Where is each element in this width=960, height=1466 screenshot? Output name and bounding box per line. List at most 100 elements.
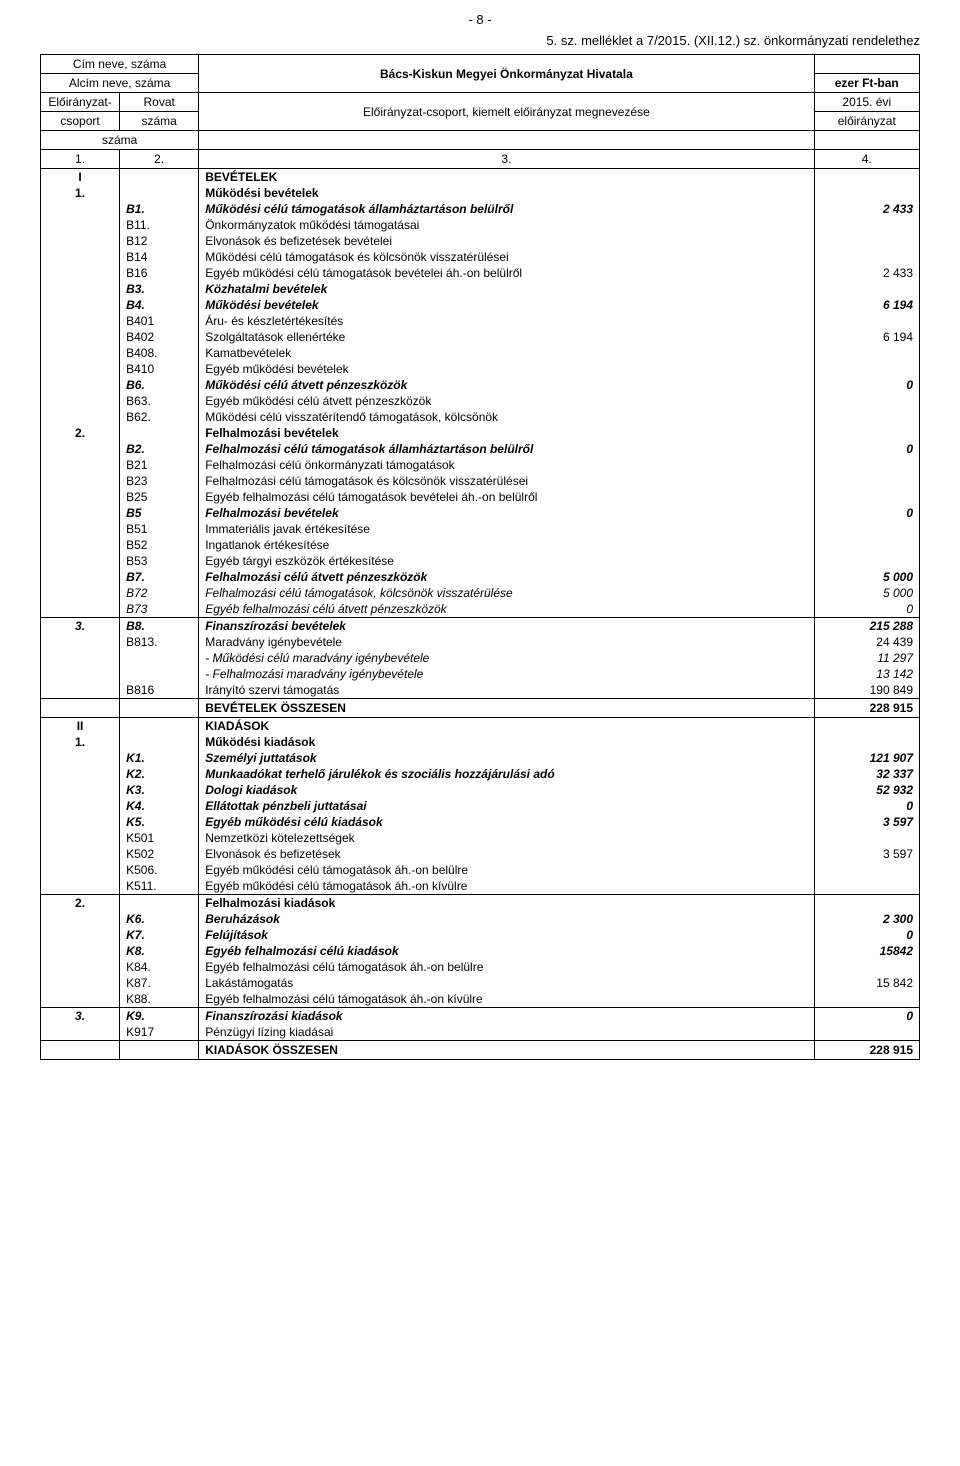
budget-table: Cím neve, száma Bács-Kiskun Megyei Önkor… [40,54,920,1060]
table-cell: K87. [120,975,198,991]
table-cell [120,895,198,911]
table-cell [815,361,919,377]
table-cell [41,537,119,553]
table-cell [41,666,119,682]
table-cell: K88. [120,991,198,1007]
table-cell [815,734,919,750]
colnum-3: 3. [199,150,814,169]
table-cell: 0 [815,377,919,393]
table-cell [41,766,119,782]
table-cell [41,393,119,409]
table-cell: B51 [120,521,198,537]
table-cell: 6 194 [815,297,919,313]
table-cell: 1. [41,185,119,201]
table-cell [41,329,119,345]
table-cell: Ingatlanok értékesítése [199,537,813,553]
table-cell: 15842 [815,943,919,959]
table-cell [815,409,919,425]
table-cell: 2. [41,895,119,911]
header-row-3: Előirányzat- Rovat Előirányzat-csoport, … [41,93,920,112]
table-cell [815,521,919,537]
table-cell: 24 439 [815,634,919,650]
table-cell: K917 [120,1024,198,1040]
table-cell: - Felhalmozási maradvány igénybevétele [199,666,813,682]
table-cell: Működési célú támogatások államháztartás… [199,201,813,217]
table-cell: 2 433 [815,265,919,281]
table-cell: B408. [120,345,198,361]
table-cell: Maradvány igénybevétele [199,634,813,650]
table-cell: - Működési célú maradvány igénybevétele [199,650,813,666]
table-cell: Finanszírozási kiadások [199,1008,813,1024]
table-cell: 52 932 [815,782,919,798]
table-cell: B816 [120,682,198,698]
table-cell: Egyéb működési célú támogatások áh.-on b… [199,862,813,878]
bev-total-row: BEVÉTELEK ÖSSZESEN 228 915 [41,699,920,718]
table-cell [815,862,919,878]
table-cell: K2. [120,766,198,782]
table-cell: Működési célú visszatérítendő támogatáso… [199,409,813,425]
table-cell: Egyéb felhalmozási célú támogatások bevé… [199,489,813,505]
table-cell: Egyéb működési célú kiadások [199,814,813,830]
hdr-rovat2: száma [120,112,199,131]
table-cell: K7. [120,927,198,943]
table-cell: K6. [120,911,198,927]
table-cell [815,457,919,473]
colnum-row: 1. 2. 3. 4. [41,150,920,169]
table-cell: Felhalmozási bevételek [199,425,813,441]
table-cell: K5. [120,814,198,830]
table-cell [120,425,198,441]
table-cell [41,441,119,457]
table-cell [815,553,919,569]
table-cell: B23 [120,473,198,489]
hdr-cim: Cím neve, száma [41,55,199,74]
block-5: 3. K9.K917 Finanszírozási kiadásokPénzüg… [41,1008,920,1041]
table-cell: 0 [815,441,919,457]
table-cell: 15 842 [815,975,919,991]
table-cell: B16 [120,265,198,281]
table-cell [815,537,919,553]
table-cell: Felhalmozási célú átvett pénzeszközök [199,569,813,585]
table-cell: 0 [815,1008,919,1024]
table-cell: Nemzetközi kötelezettségek [199,830,813,846]
table-cell: B62. [120,409,198,425]
table-cell: B14 [120,249,198,265]
table-cell: Egyéb működési célú támogatások bevétele… [199,265,813,281]
hdr-unit: ezer Ft-ban [814,74,919,93]
table-cell: 121 907 [815,750,919,766]
hdr-blank2 [199,131,814,150]
table-cell: Szolgáltatások ellenértéke [199,329,813,345]
table-cell: 5 000 [815,569,919,585]
table-cell [41,814,119,830]
table-cell: Kamatbevételek [199,345,813,361]
hdr-megnevezes: Előirányzat-csoport, kiemelt előirányzat… [199,93,814,131]
kiad-total-label: KIADÁSOK ÖSSZESEN [199,1041,814,1060]
table-cell: KIADÁSOK [199,718,813,734]
page-number: - 8 - [40,12,920,27]
table-cell: K8. [120,943,198,959]
table-cell [815,313,919,329]
table-cell: B25 [120,489,198,505]
table-cell [815,830,919,846]
table-cell: Működési bevételek [199,185,813,201]
table-cell: Felhalmozási bevételek [199,505,813,521]
table-cell [41,281,119,297]
table-cell: Működési célú átvett pénzeszközök [199,377,813,393]
table-cell [41,585,119,601]
table-cell [815,718,919,734]
table-cell: Felhalmozási kiadások [199,895,813,911]
table-cell: B1. [120,201,198,217]
table-cell [815,345,919,361]
table-cell: Beruházások [199,911,813,927]
table-cell: Lakástámogatás [199,975,813,991]
table-cell: Önkormányzatok működési támogatásai [199,217,813,233]
table-cell: K511. [120,878,198,894]
table-cell [41,521,119,537]
table-cell [41,473,119,489]
table-cell [815,991,919,1007]
table-cell [41,682,119,698]
table-cell: Ellátottak pénzbeli juttatásai [199,798,813,814]
table-cell: B3. [120,281,198,297]
table-cell: B73 [120,601,198,617]
table-cell: B52 [120,537,198,553]
table-cell [41,457,119,473]
